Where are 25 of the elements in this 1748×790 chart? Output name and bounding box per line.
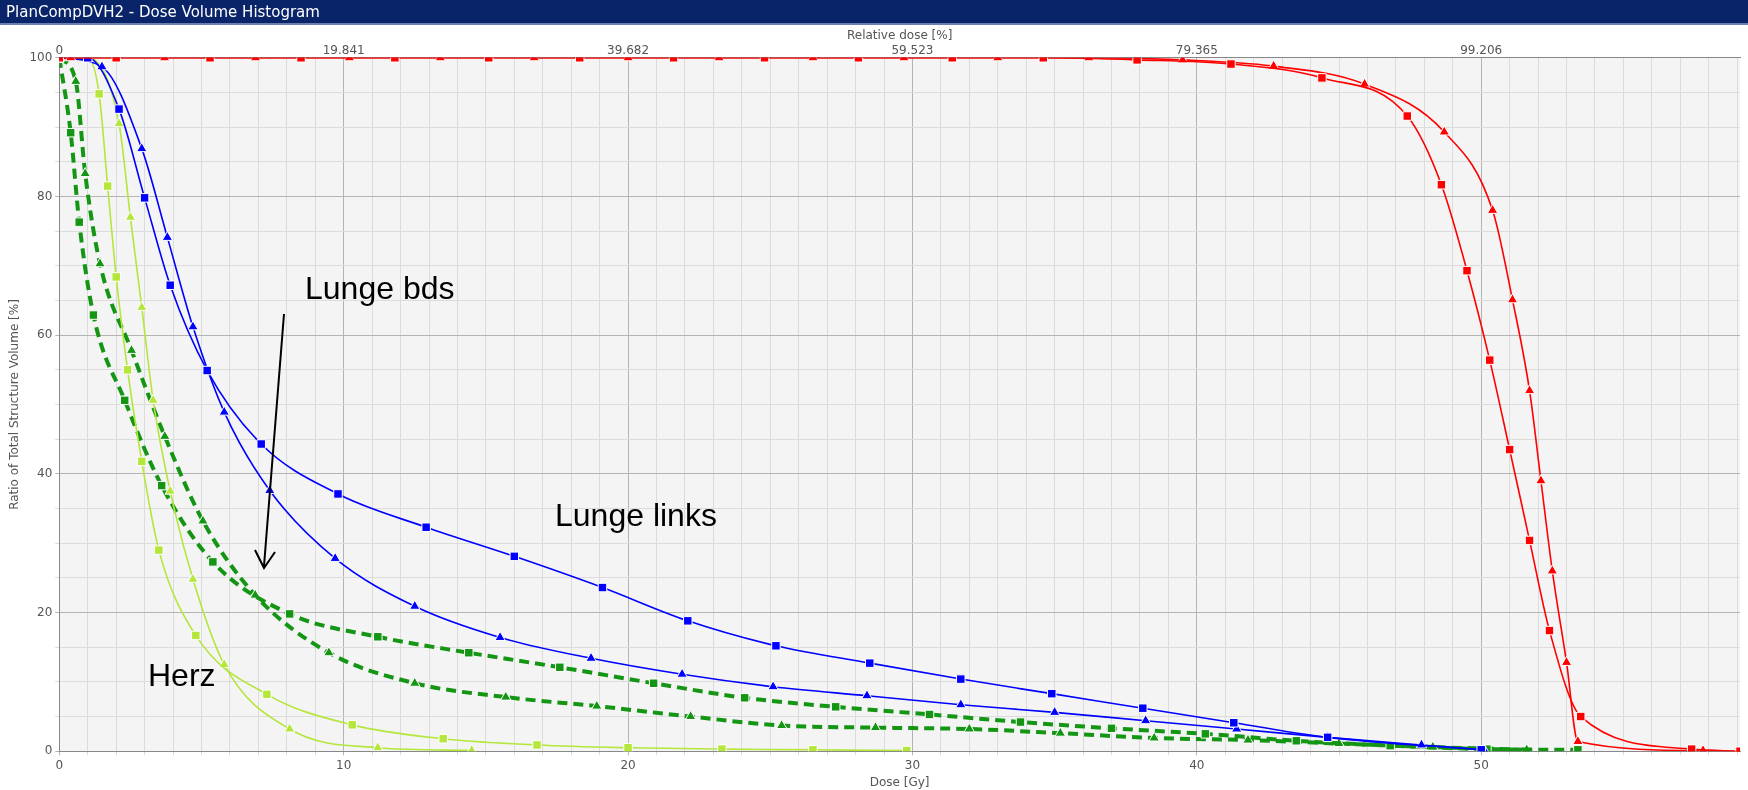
x-axis-title: Dose [Gy] (869, 774, 930, 789)
chart-title: PlanCompDVH2 - Dose Volume Histogram (0, 0, 1748, 25)
x2-tick-label: 79.365 (1175, 42, 1218, 57)
annotation: Lunge bds (305, 269, 455, 306)
x2-tick-label: 39.682 (607, 42, 650, 57)
y-tick-label: 60 (37, 327, 53, 342)
y-tick-label: 80 (37, 188, 53, 203)
x-tick-label: 30 (904, 757, 921, 772)
x-tick-label: 20 (620, 757, 636, 772)
x2-tick-label: 0 (55, 42, 64, 57)
x2-axis-title: Relative dose [%] (846, 28, 953, 43)
x-tick-label: 0 (55, 757, 64, 772)
x2-tick-label: 99.206 (1460, 42, 1503, 57)
x-tick-label: 50 (1473, 757, 1489, 772)
x-tick-label: 10 (336, 757, 352, 772)
x-tick-label: 40 (1189, 757, 1205, 772)
y-tick-label: 20 (37, 604, 53, 619)
x2-tick-label: 19.841 (322, 42, 365, 57)
x2-tick-label: 59.523 (891, 42, 934, 57)
y-axis-title: Ratio of Total Structure Volume [%] (7, 299, 22, 510)
annotation: Herz (148, 656, 216, 693)
y-tick-label: 40 (37, 465, 53, 480)
annotation: Lunge links (555, 496, 717, 533)
y-tick-label: 0 (44, 743, 53, 758)
y-tick-label: 100 (29, 49, 53, 64)
